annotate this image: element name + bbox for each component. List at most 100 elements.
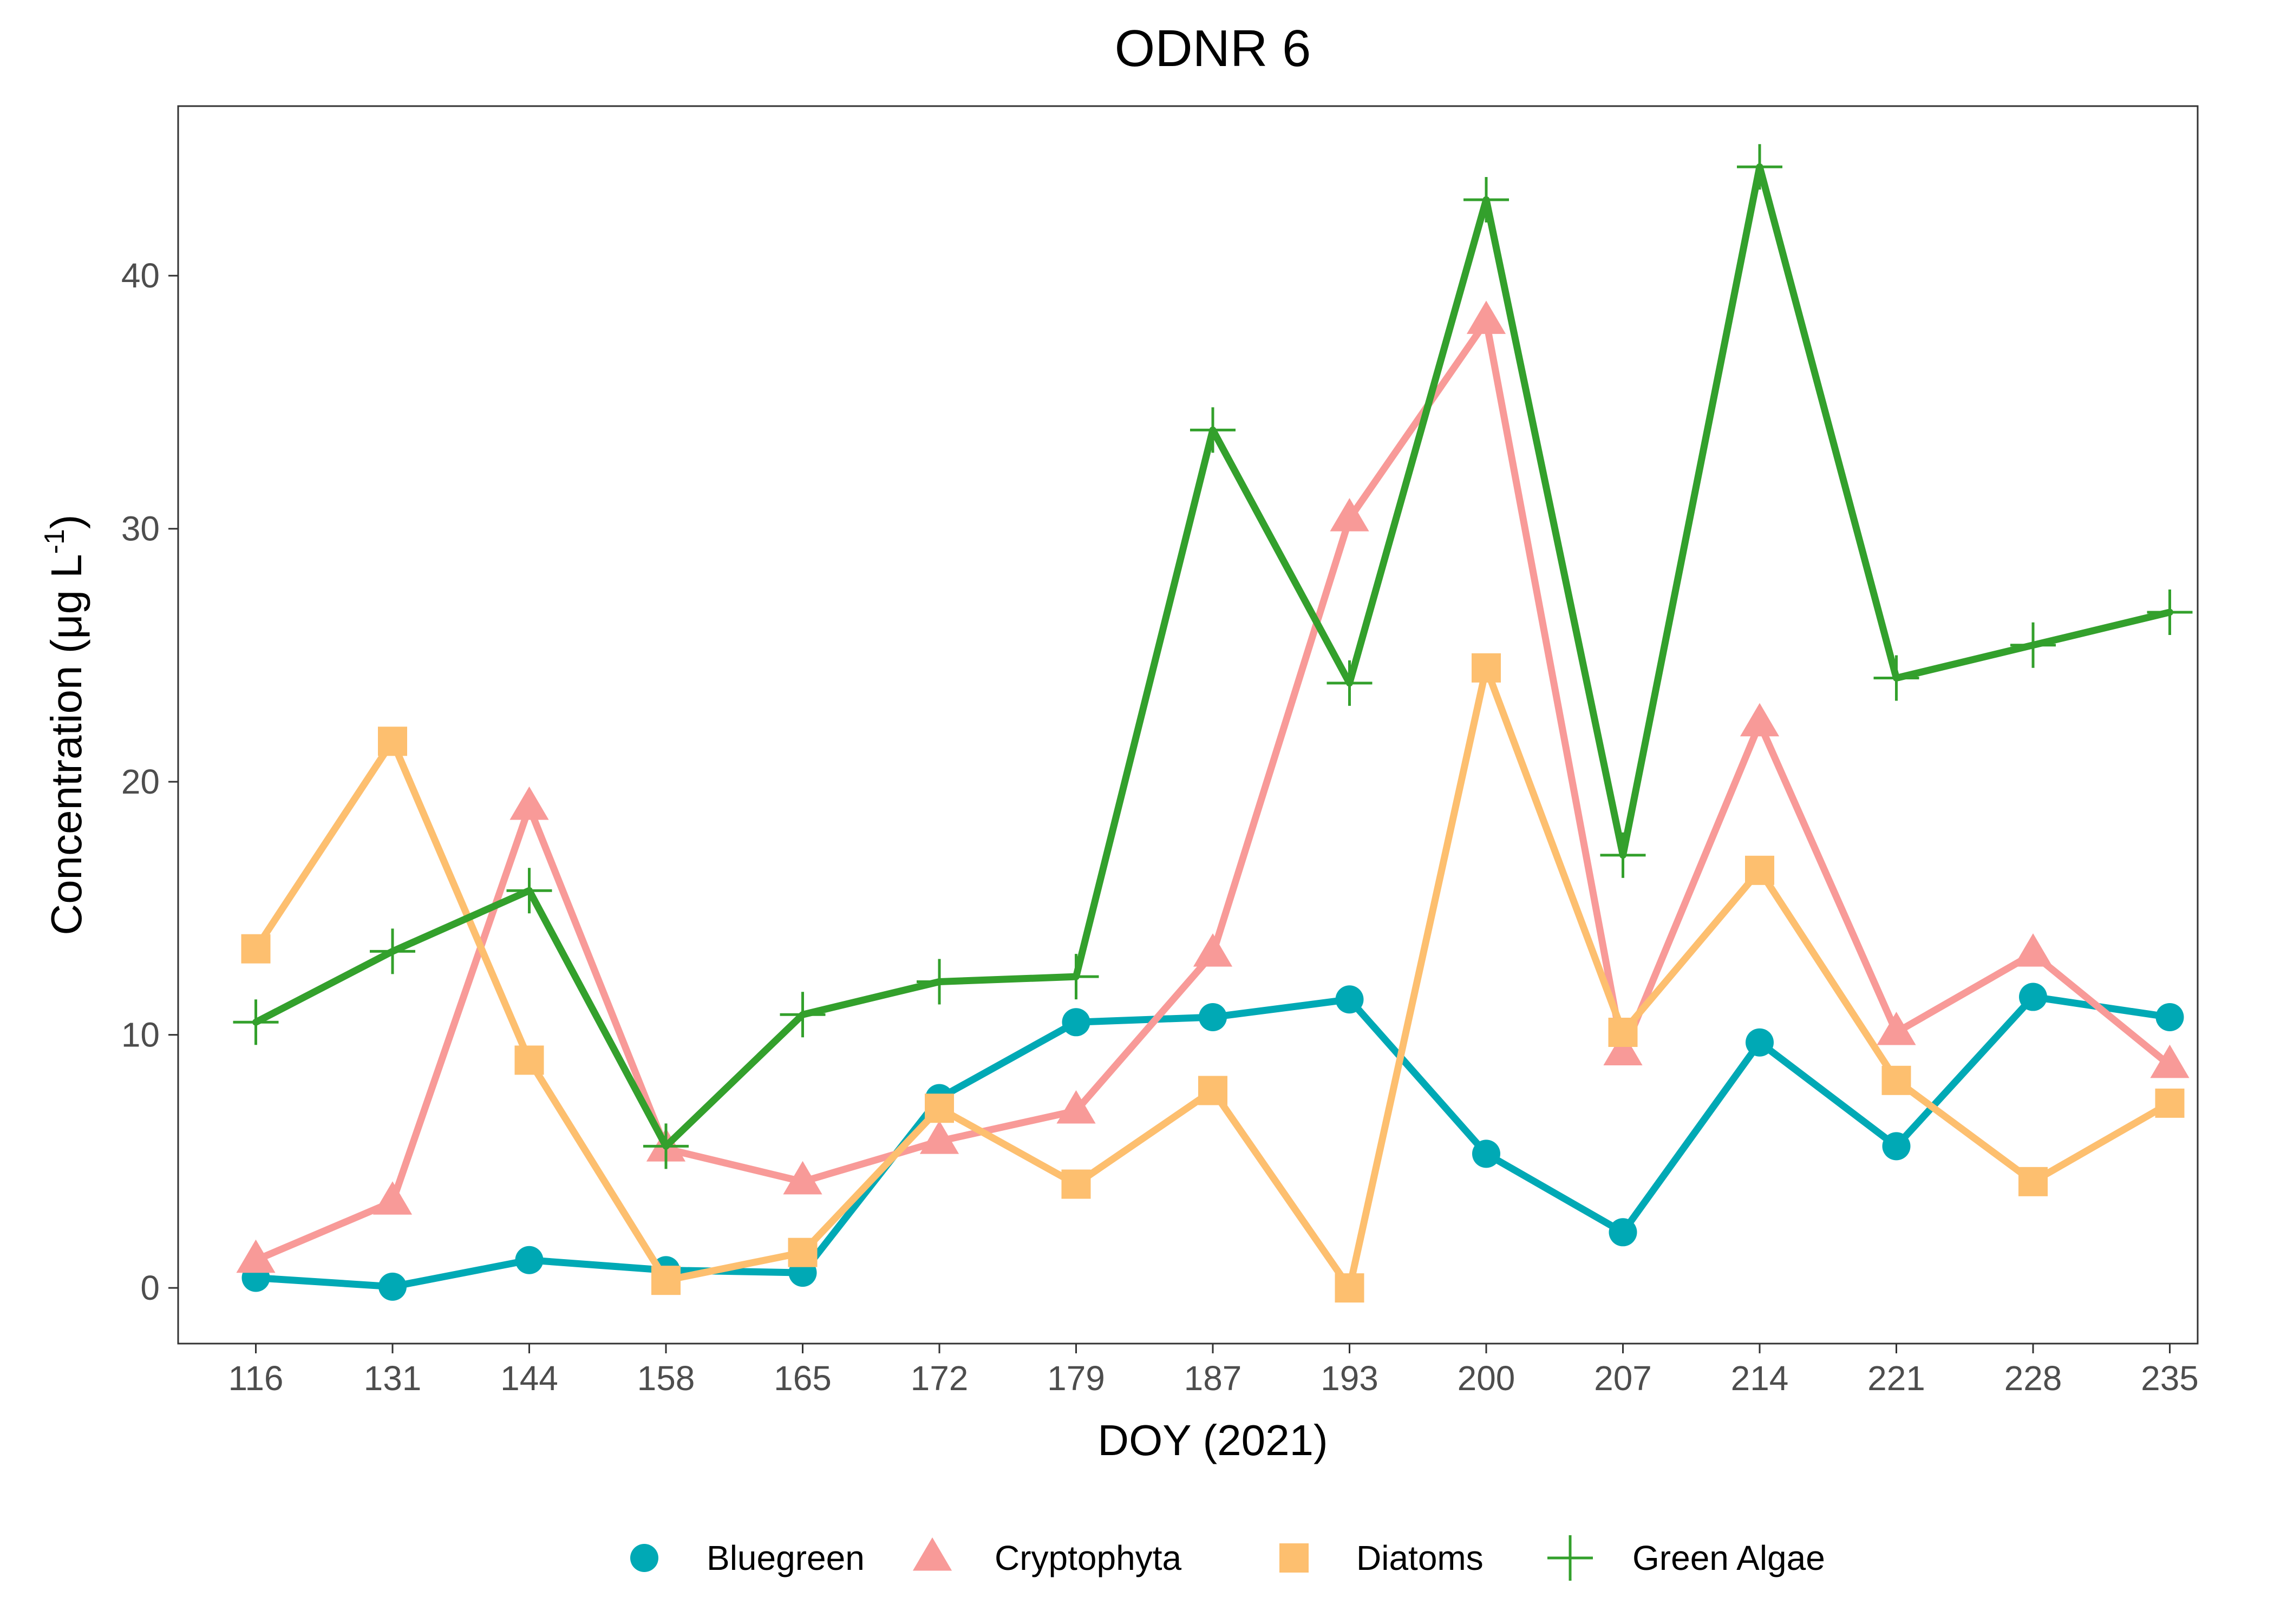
data-point	[788, 1237, 818, 1267]
data-point	[651, 1266, 681, 1295]
data-point	[1745, 855, 1774, 885]
data-point	[1873, 655, 1919, 701]
y-tick-label: 0	[140, 1268, 160, 1307]
data-point	[241, 934, 271, 964]
x-tick-label: 116	[228, 1359, 283, 1398]
series-bluegreen	[241, 983, 2184, 1301]
data-point	[2018, 1167, 2048, 1196]
y-axis-title-close: )	[42, 514, 90, 529]
data-point	[1463, 176, 1509, 222]
data-point	[1062, 1008, 1090, 1037]
data-point	[1056, 1090, 1096, 1124]
data-point	[509, 786, 549, 820]
legend-label: Bluegreen	[707, 1538, 865, 1577]
y-tick-label: 30	[121, 509, 160, 548]
legend-key	[912, 1537, 952, 1571]
data-point	[506, 868, 552, 914]
x-tick-label: 228	[2004, 1359, 2062, 1398]
data-point	[917, 959, 962, 1005]
data-point	[370, 928, 415, 974]
data-point	[1053, 954, 1099, 1000]
data-point	[2155, 1088, 2185, 1118]
legend-label: Diatoms	[1356, 1538, 1484, 1577]
y-tick-label: 10	[121, 1016, 160, 1055]
data-point	[1603, 1032, 1643, 1065]
data-point	[378, 726, 407, 756]
data-point	[2150, 1044, 2190, 1078]
series-line	[252, 664, 2173, 1292]
data-point	[1608, 1017, 1638, 1047]
data-point	[925, 1093, 954, 1123]
data-point	[1335, 1273, 1364, 1303]
y-axis-title-superscript: -1	[39, 529, 70, 554]
data-point	[1190, 407, 1236, 453]
x-tick-label: 158	[637, 1359, 695, 1398]
plot-area	[233, 144, 2193, 1303]
y-axis-title: Concentration (μg L-1)	[39, 514, 90, 935]
legend-label: Cryptophyta	[995, 1538, 1181, 1577]
x-tick-label: 207	[1594, 1359, 1652, 1398]
data-point	[780, 992, 826, 1038]
data-point	[1881, 1065, 1911, 1095]
data-point	[1740, 703, 1780, 737]
data-point	[233, 999, 279, 1045]
data-point	[783, 1161, 822, 1195]
data-point	[1466, 300, 1506, 334]
data-point	[1193, 933, 1233, 967]
x-tick-label: 235	[2141, 1359, 2199, 1398]
legend-key	[630, 1544, 658, 1572]
legend-item-bluegreen: Bluegreen	[630, 1538, 865, 1577]
x-tick-label: 187	[1184, 1359, 1242, 1398]
data-point	[1472, 653, 1501, 683]
data-point	[1877, 1011, 1916, 1045]
data-point	[2155, 1003, 2184, 1031]
x-tick-label: 214	[1731, 1359, 1789, 1398]
x-tick-label: 221	[1867, 1359, 1925, 1398]
legend-item-diatoms: Diatoms	[1279, 1538, 1484, 1577]
data-point	[1327, 660, 1373, 706]
data-point	[2019, 983, 2047, 1011]
plot-panel-border	[177, 105, 2199, 1345]
x-tick-label: 144	[500, 1359, 558, 1398]
data-point	[1335, 985, 1364, 1014]
chart-title: ODNR 6	[1115, 19, 1311, 77]
data-point	[919, 1121, 959, 1154]
x-tick-label: 172	[911, 1359, 969, 1398]
legend: Bluegreen Cryptophyta Diatoms Green Algae	[630, 1535, 1825, 1581]
y-axis-title-main: Concentration (μg L	[42, 554, 90, 935]
x-tick-label: 165	[774, 1359, 832, 1398]
data-point	[1198, 1076, 1227, 1105]
series-line	[252, 317, 2173, 1264]
legend-label: Green Algae	[1632, 1538, 1825, 1577]
data-point	[1600, 832, 1646, 878]
data-point	[1199, 1003, 1227, 1031]
axes: 116 131 144 158 165 172 179 187 193 200 207 214 221 2…	[121, 256, 2199, 1398]
data-point	[1746, 1028, 1774, 1057]
data-point	[2010, 622, 2056, 668]
x-tick-label: 193	[1321, 1359, 1378, 1398]
data-point	[378, 1272, 407, 1301]
data-point	[2147, 589, 2193, 635]
x-tick-label: 131	[364, 1359, 422, 1398]
series-diatoms	[241, 653, 2185, 1303]
data-point	[1737, 144, 1782, 190]
data-point	[515, 1246, 544, 1274]
data-point	[1882, 1132, 1911, 1161]
data-point	[1472, 1140, 1500, 1168]
x-axis-title: DOY (2021)	[1097, 1416, 1328, 1464]
legend-item-green-algae: Green Algae	[1547, 1535, 1825, 1581]
y-tick-label: 40	[121, 256, 160, 295]
data-point	[1609, 1218, 1637, 1247]
legend-key	[1547, 1535, 1593, 1581]
data-point	[1061, 1169, 1091, 1199]
legend-key	[1279, 1543, 1309, 1573]
series-green-algae	[233, 144, 2193, 1169]
data-point	[1330, 498, 1369, 532]
legend-item-cryptophyta: Cryptophyta	[912, 1537, 1181, 1577]
x-tick-label: 200	[1458, 1359, 1515, 1398]
data-point	[236, 1239, 276, 1273]
data-point	[2013, 933, 2053, 967]
data-point	[643, 1123, 689, 1169]
y-tick-label: 20	[121, 762, 160, 801]
